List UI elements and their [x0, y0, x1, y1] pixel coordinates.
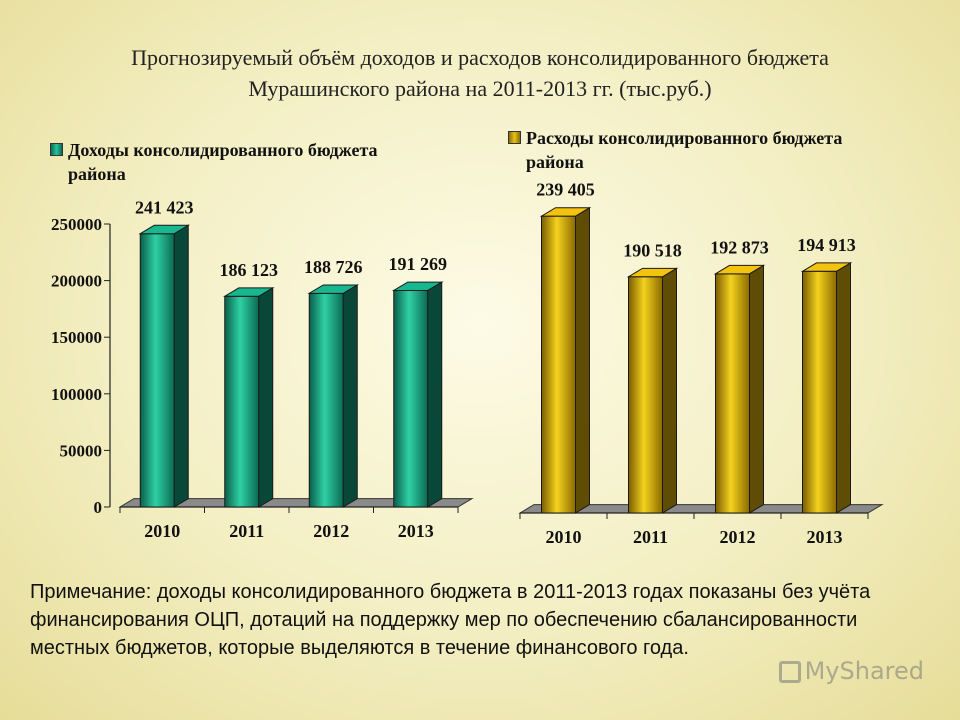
expense-data-label: 194 913	[797, 235, 856, 255]
expense-x-tick-label: 2010	[546, 527, 582, 547]
income-y-tick-label: 250000	[51, 215, 102, 234]
watermark: MyShared	[778, 657, 924, 685]
expense-x-tick-label: 2011	[633, 527, 668, 547]
income-y-tick-label: 150000	[51, 328, 102, 347]
income-bar-top	[138, 224, 191, 235]
expense-bar-side	[575, 206, 590, 514]
expense-bar-side	[662, 267, 677, 514]
income-bar-side	[258, 287, 274, 508]
expense-bar-top	[626, 267, 679, 278]
income-data-label: 188 726	[304, 257, 363, 277]
income-legend-label-line1: Доходы консолидированного бюджета	[68, 140, 378, 160]
watermark-logo-icon	[778, 661, 801, 683]
expense-bar-side	[749, 264, 764, 514]
chart-title: Прогнозируемый объём доходов и расходов …	[0, 42, 960, 104]
income-y-tick-label: 100000	[51, 385, 102, 404]
expense-x-tick-label: 2012	[720, 527, 756, 547]
expense-bar-top	[800, 262, 853, 272]
watermark-text: MyShared	[804, 657, 924, 685]
income-bar-side	[173, 224, 189, 508]
expense-data-label: 192 873	[710, 237, 769, 257]
expense-data-label: 190 518	[623, 240, 682, 260]
expense-bar	[626, 267, 679, 514]
income-bar	[138, 224, 191, 508]
expense-bar	[539, 206, 592, 514]
expense-data-label: 239 405	[536, 180, 595, 200]
income-bar-top	[222, 287, 275, 297]
expense-legend-label-line1: Расходы консолидированного бюджета	[526, 128, 843, 148]
income-bar-front	[393, 289, 429, 508]
expense-bar	[800, 262, 853, 514]
chart-title-line2: Мурашинского района на 2011-2013 гг. (ты…	[248, 76, 712, 101]
income-legend-swatch	[50, 143, 63, 156]
income-bar-top	[307, 284, 360, 294]
expense-bar-front	[541, 215, 576, 514]
income-y-tick-label: 0	[94, 498, 103, 517]
expense-legend-label-line2: района	[526, 152, 584, 172]
income-bar	[391, 281, 444, 508]
income-y-tick-label: 200000	[51, 272, 102, 291]
income-x-tick-label: 2013	[398, 521, 434, 541]
income-data-label: 191 269	[389, 254, 448, 274]
income-x-tick-label: 2010	[144, 521, 180, 541]
income-bar-front	[308, 292, 344, 508]
expense-x-tick-label: 2013	[807, 527, 843, 547]
expense-bar-front	[802, 270, 837, 514]
footnote: Примечание: доходы консолидированного бю…	[30, 581, 871, 659]
income-bar-top	[391, 281, 444, 291]
expense-bar-top	[713, 264, 766, 275]
expense-bar-front	[628, 276, 663, 514]
income-data-label: 241 423	[135, 197, 194, 217]
expense-bar-front	[715, 273, 750, 514]
income-x-tick-label: 2011	[229, 521, 264, 541]
income-bar-front	[139, 233, 175, 508]
expense-legend-swatch	[508, 131, 521, 144]
income-bar-front	[224, 295, 260, 508]
income-legend-label-line2: района	[68, 164, 126, 184]
income-bar-side	[342, 284, 358, 508]
income-bar	[222, 287, 275, 508]
income-y-tick-label: 50000	[60, 441, 103, 460]
income-bar	[307, 284, 360, 508]
expense-chart-panel: 2010 2011 2012 2013 239 405 190 518 192 873 194…	[518, 180, 884, 547]
income-data-label: 186 123	[220, 260, 279, 280]
chart-title-line1: Прогнозируемый объём доходов и расходов …	[131, 45, 829, 70]
expense-bar-top	[539, 207, 592, 217]
expense-bar-side	[836, 262, 851, 514]
income-x-tick-label: 2012	[313, 521, 349, 541]
income-chart-panel: 2010 2011 2012 2013 250000 200000 150000 100000…	[51, 197, 474, 541]
expense-bar	[713, 264, 766, 514]
income-bar-side	[427, 281, 443, 508]
